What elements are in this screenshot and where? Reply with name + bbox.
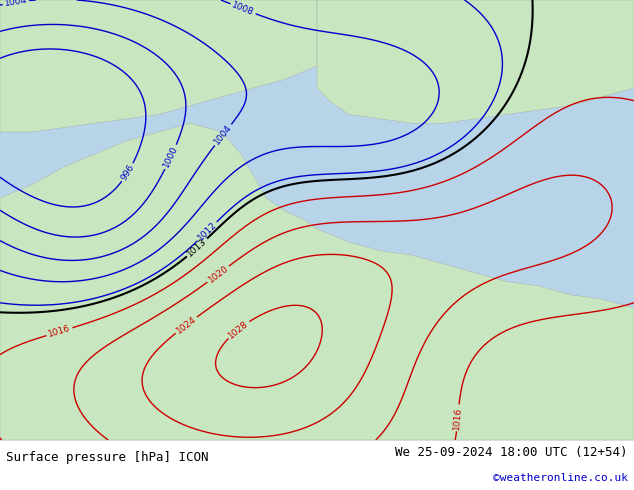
- Text: 1013: 1013: [186, 237, 209, 259]
- Polygon shape: [0, 123, 634, 440]
- Text: 1004: 1004: [212, 123, 234, 147]
- Text: 1020: 1020: [206, 264, 230, 285]
- Text: 996: 996: [119, 163, 136, 182]
- Text: 1028: 1028: [227, 319, 250, 340]
- Text: 1016: 1016: [47, 324, 72, 339]
- Text: 1008: 1008: [231, 0, 256, 17]
- Text: 1000: 1000: [162, 145, 179, 170]
- Polygon shape: [0, 0, 317, 132]
- Polygon shape: [317, 0, 634, 123]
- Text: ©weatheronline.co.uk: ©weatheronline.co.uk: [493, 472, 628, 483]
- Text: Surface pressure [hPa] ICON: Surface pressure [hPa] ICON: [6, 451, 209, 464]
- Text: 1004: 1004: [4, 0, 28, 8]
- Text: 1012: 1012: [196, 220, 218, 243]
- Text: 1024: 1024: [174, 315, 198, 336]
- Text: We 25-09-2024 18:00 UTC (12+54): We 25-09-2024 18:00 UTC (12+54): [395, 446, 628, 459]
- Text: 1016: 1016: [453, 406, 463, 430]
